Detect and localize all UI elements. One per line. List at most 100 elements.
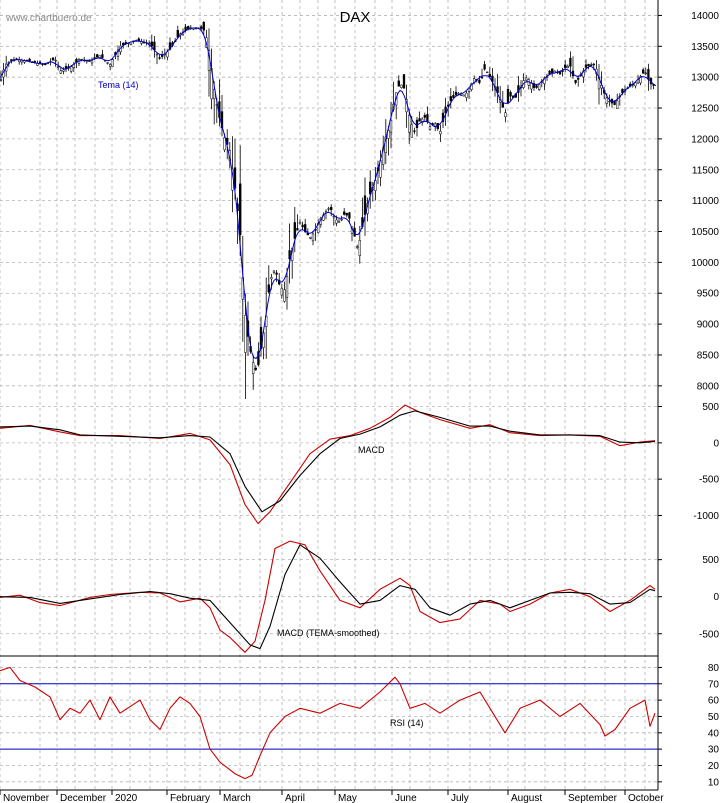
month-label: May bbox=[338, 793, 357, 803]
y-tick-label: 13000 bbox=[691, 73, 719, 84]
candle-body bbox=[642, 69, 645, 74]
month-label: June bbox=[395, 793, 417, 803]
candle-body bbox=[428, 126, 432, 130]
candle-body bbox=[340, 219, 343, 221]
candle-body bbox=[426, 114, 429, 122]
candle-body bbox=[280, 287, 283, 296]
candle-body bbox=[296, 228, 299, 231]
month-label: July bbox=[451, 793, 469, 803]
candle-body bbox=[148, 42, 151, 45]
candle-body bbox=[85, 60, 88, 62]
month-label: September bbox=[568, 793, 618, 803]
candle-body bbox=[566, 65, 569, 69]
candle-body bbox=[454, 91, 458, 96]
candle-body bbox=[535, 85, 538, 88]
candle-body bbox=[54, 59, 57, 62]
month-label: October bbox=[628, 793, 664, 803]
candle-body bbox=[109, 64, 112, 67]
month-label: November bbox=[3, 793, 50, 803]
panel-frames bbox=[0, 0, 659, 791]
y-tick-label: 80 bbox=[708, 663, 720, 674]
candle-body bbox=[509, 92, 512, 97]
candle-body bbox=[358, 240, 361, 256]
candle-body bbox=[452, 95, 455, 98]
y-tick-label: 60 bbox=[708, 696, 720, 707]
candle-body bbox=[483, 64, 486, 70]
candle-body bbox=[200, 26, 203, 29]
candle-body bbox=[176, 30, 179, 38]
candle-body bbox=[254, 367, 257, 370]
candle-body bbox=[616, 100, 619, 109]
candle-body bbox=[301, 224, 304, 228]
rsi-label: RSI (14) bbox=[390, 718, 424, 728]
candle-body bbox=[155, 53, 159, 56]
candle-body bbox=[96, 54, 99, 58]
candle-body bbox=[106, 62, 109, 64]
y-tick-label: 0 bbox=[713, 592, 719, 603]
candle-body bbox=[434, 123, 437, 127]
candle-body bbox=[470, 83, 473, 90]
candle-body bbox=[59, 70, 62, 74]
candle-body bbox=[444, 106, 447, 113]
candle-body bbox=[582, 70, 585, 78]
y-tick-label: 70 bbox=[708, 679, 720, 690]
candle-body bbox=[202, 22, 205, 31]
candle-body bbox=[564, 64, 567, 69]
y-tick-label: 8500 bbox=[697, 350, 720, 361]
candle-body bbox=[415, 119, 419, 129]
candle-body bbox=[387, 130, 390, 139]
candle-body bbox=[356, 246, 359, 248]
chart-title: DAX bbox=[340, 9, 371, 26]
candle-body bbox=[402, 74, 406, 89]
candle-body bbox=[267, 284, 270, 293]
candle-body bbox=[330, 206, 333, 211]
candle-body bbox=[410, 124, 413, 138]
candle-body bbox=[551, 68, 554, 73]
y-tick-label: 500 bbox=[702, 402, 719, 413]
y-tick-label: 9000 bbox=[697, 320, 720, 331]
indicator-line-2-0 bbox=[0, 540, 656, 653]
candle-body bbox=[150, 41, 153, 47]
candle-body bbox=[345, 212, 348, 216]
y-tick-label: -500 bbox=[699, 475, 719, 486]
candle-body bbox=[413, 130, 416, 132]
candle-body bbox=[101, 54, 104, 59]
candle-body bbox=[309, 236, 312, 239]
candle-body bbox=[418, 118, 421, 122]
candle-body bbox=[298, 221, 302, 225]
candle-body bbox=[590, 64, 593, 66]
plots bbox=[0, 21, 657, 780]
candle-body bbox=[272, 270, 276, 273]
candle-body bbox=[462, 94, 465, 97]
y-tick-label: 20 bbox=[708, 761, 720, 772]
watermark: www.chartbuero.de bbox=[5, 13, 92, 24]
candle-body bbox=[257, 351, 260, 366]
candle-body bbox=[270, 277, 273, 280]
indicator-line-1-0 bbox=[0, 404, 656, 525]
y-tick-label: 10000 bbox=[691, 258, 719, 269]
month-label: August bbox=[511, 793, 542, 803]
candle-body bbox=[634, 82, 637, 87]
candle-body bbox=[613, 101, 616, 105]
y-tick-label: 50 bbox=[708, 712, 720, 723]
grid bbox=[0, 0, 658, 790]
y-tick-label: 13500 bbox=[691, 42, 719, 53]
candle-body bbox=[608, 100, 611, 103]
candle-body bbox=[168, 42, 172, 50]
y-tick-label: 40 bbox=[708, 728, 720, 739]
y-tick-label: 8000 bbox=[697, 381, 720, 392]
candle-body bbox=[506, 89, 510, 104]
month-labels: November December 2020 February March April Ma… bbox=[0, 790, 664, 803]
candle-body bbox=[252, 362, 255, 374]
y-tick-label: -500 bbox=[699, 629, 719, 640]
candle-body bbox=[561, 70, 564, 72]
candle-body bbox=[400, 84, 403, 88]
y-tick-label: 10 bbox=[708, 777, 720, 788]
candle-body bbox=[478, 79, 481, 83]
candle-body bbox=[504, 112, 507, 117]
candle-body bbox=[569, 57, 572, 67]
candle-body bbox=[304, 224, 307, 232]
candle-body bbox=[239, 183, 242, 236]
month-label: February bbox=[170, 793, 210, 803]
